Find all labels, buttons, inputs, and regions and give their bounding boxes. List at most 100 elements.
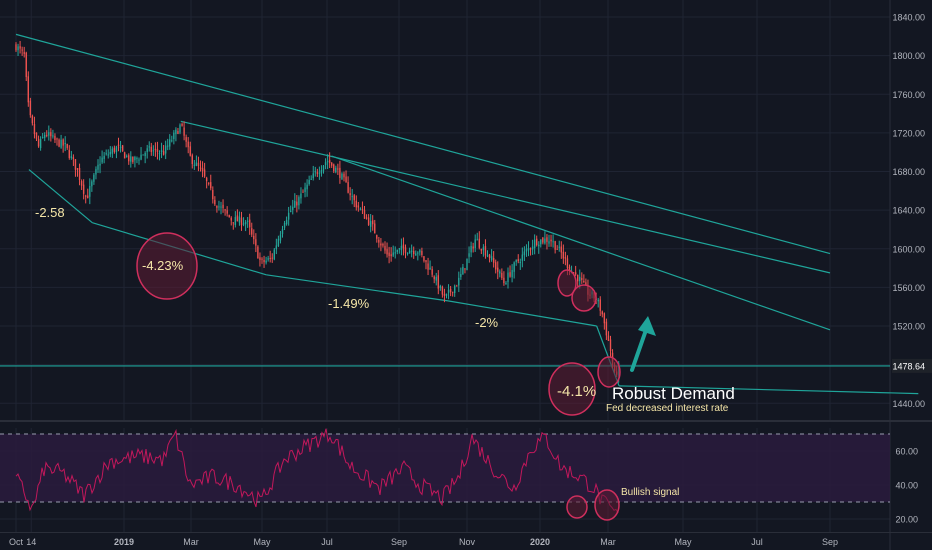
candle-body[interactable] [238,216,241,223]
candle-body[interactable] [304,187,306,192]
candle-body[interactable] [361,209,364,211]
candle-body[interactable] [183,127,185,136]
candle-body[interactable] [224,209,226,211]
candle-body[interactable] [310,178,312,180]
candle-body[interactable] [505,282,507,285]
candle-body[interactable] [429,267,431,270]
candle-body[interactable] [177,131,179,134]
candle-body[interactable] [164,145,167,154]
candle-body[interactable] [277,238,280,247]
candle-body[interactable] [376,235,378,239]
candle-body[interactable] [271,257,273,259]
candle-body[interactable] [353,195,355,201]
candle-body[interactable] [560,246,562,253]
candle-body[interactable] [318,172,321,174]
candle-body[interactable] [132,156,134,163]
candle-body[interactable] [396,249,398,252]
candle-body[interactable] [15,44,17,51]
candle-body[interactable] [64,142,66,145]
candle-body[interactable] [29,100,32,116]
candle-body[interactable] [408,250,411,254]
candle-body[interactable] [415,253,417,256]
candle-body[interactable] [464,268,466,270]
candle-body[interactable] [228,215,230,218]
candle-body[interactable] [531,246,534,250]
candle-body[interactable] [230,217,232,221]
candle-body[interactable] [261,258,263,260]
candle-body[interactable] [351,196,353,198]
candle-body[interactable] [154,148,157,150]
candle-body[interactable] [462,266,464,275]
candle-body[interactable] [322,165,325,171]
candle-body[interactable] [517,259,519,262]
candle-body[interactable] [123,152,126,159]
candle-body[interactable] [365,217,368,219]
candle-body[interactable] [222,204,224,209]
candle-body[interactable] [581,278,583,280]
candle-body[interactable] [103,155,105,159]
candle-body[interactable] [552,241,554,243]
candle-body[interactable] [91,181,93,187]
candle-body[interactable] [470,245,472,253]
candle-body[interactable] [236,215,239,222]
candle-body[interactable] [511,270,513,278]
candle-body[interactable] [201,167,204,172]
candle-body[interactable] [312,173,314,179]
candle-body[interactable] [363,209,366,219]
candle-body[interactable] [134,157,136,161]
candle-body[interactable] [257,246,259,259]
candle-body[interactable] [218,206,220,208]
candle-body[interactable] [41,136,44,138]
candle-body[interactable] [550,239,552,242]
candle-body[interactable] [386,249,388,255]
candle-body[interactable] [208,182,210,184]
candle-body[interactable] [35,132,38,139]
candle-body[interactable] [253,235,255,240]
candle-body[interactable] [384,245,386,251]
candle-body[interactable] [536,238,538,246]
candle-body[interactable] [548,241,550,244]
candle-body[interactable] [199,167,202,169]
candle-body[interactable] [441,286,444,295]
candle-body[interactable] [140,154,142,160]
candle-body[interactable] [109,151,111,155]
candle-body[interactable] [421,251,423,255]
candle-body[interactable] [31,115,34,124]
candle-body[interactable] [390,254,392,257]
candle-body[interactable] [285,219,288,225]
candle-body[interactable] [197,162,200,167]
candle-body[interactable] [367,217,370,225]
candle-body[interactable] [597,299,599,302]
candle-body[interactable] [447,289,450,293]
candle-body[interactable] [382,243,384,246]
candle-body[interactable] [433,276,435,280]
candle-body[interactable] [519,261,521,263]
candle-body[interactable] [486,255,489,257]
candle-body[interactable] [572,272,575,274]
candle-body[interactable] [37,138,40,147]
candle-body[interactable] [490,256,493,260]
candle-body[interactable] [220,206,222,208]
candle-body[interactable] [425,260,427,262]
candle-body[interactable] [249,219,251,228]
candle-body[interactable] [97,164,99,170]
candle-body[interactable] [44,135,46,138]
candle-body[interactable] [478,238,480,248]
candle-body[interactable] [302,191,304,193]
candle-body[interactable] [558,246,560,248]
candle-body[interactable] [156,149,159,152]
candle-body[interactable] [58,139,60,147]
candle-body[interactable] [19,46,21,49]
candle-body[interactable] [435,276,437,281]
candle-body[interactable] [173,132,175,140]
candle-body[interactable] [599,299,601,311]
candle-body[interactable] [82,184,85,194]
candle-body[interactable] [210,182,212,189]
candle-body[interactable] [117,144,120,147]
candle-body[interactable] [406,252,409,254]
candle-body[interactable] [394,252,396,254]
candle-body[interactable] [472,246,474,249]
candle-body[interactable] [259,257,261,260]
candle-body[interactable] [308,180,310,185]
candle-body[interactable] [39,139,42,149]
